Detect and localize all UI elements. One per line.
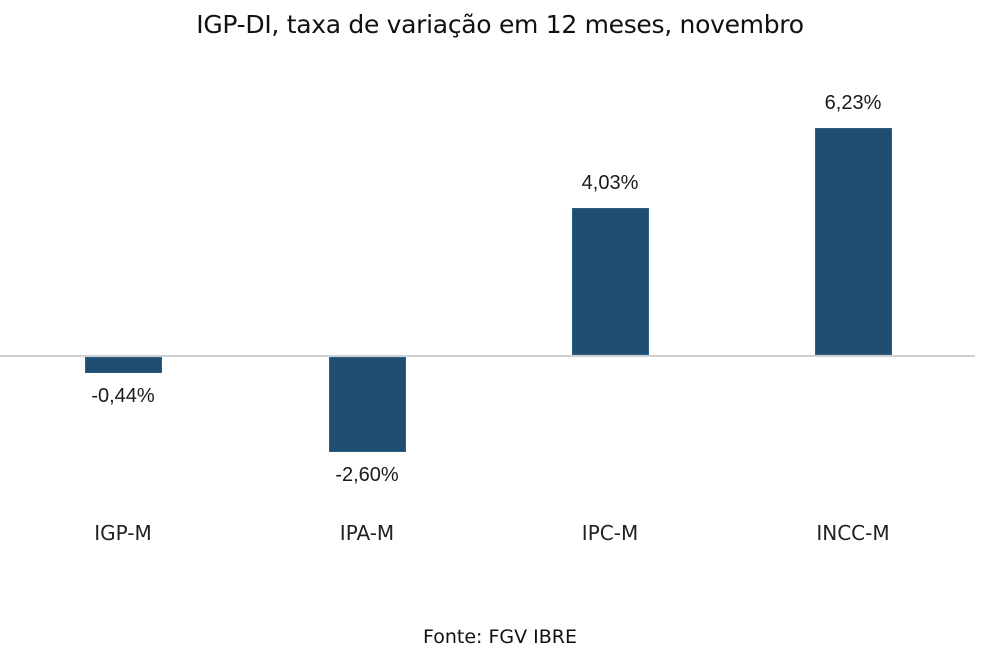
zero-baseline — [0, 355, 975, 357]
bar-igp-m — [84, 357, 162, 374]
category-label: IPA-M — [339, 521, 395, 545]
bar-ipc-m — [571, 208, 649, 355]
data-label: 4,03% — [581, 172, 639, 195]
category-label: INCC-M — [816, 521, 890, 545]
data-label: 6,23% — [824, 92, 882, 115]
category-label: IPC-M — [581, 521, 639, 545]
bar-ipa-m — [328, 357, 406, 452]
category-label: IGP-M — [94, 521, 152, 545]
data-label: -2,60% — [335, 463, 399, 486]
chart-title: IGP-DI, taxa de variação em 12 meses, no… — [196, 10, 804, 39]
bar-incc-m — [814, 128, 892, 355]
source-note: Fonte: FGV IBRE — [422, 626, 578, 648]
data-label: -0,44% — [91, 385, 155, 408]
